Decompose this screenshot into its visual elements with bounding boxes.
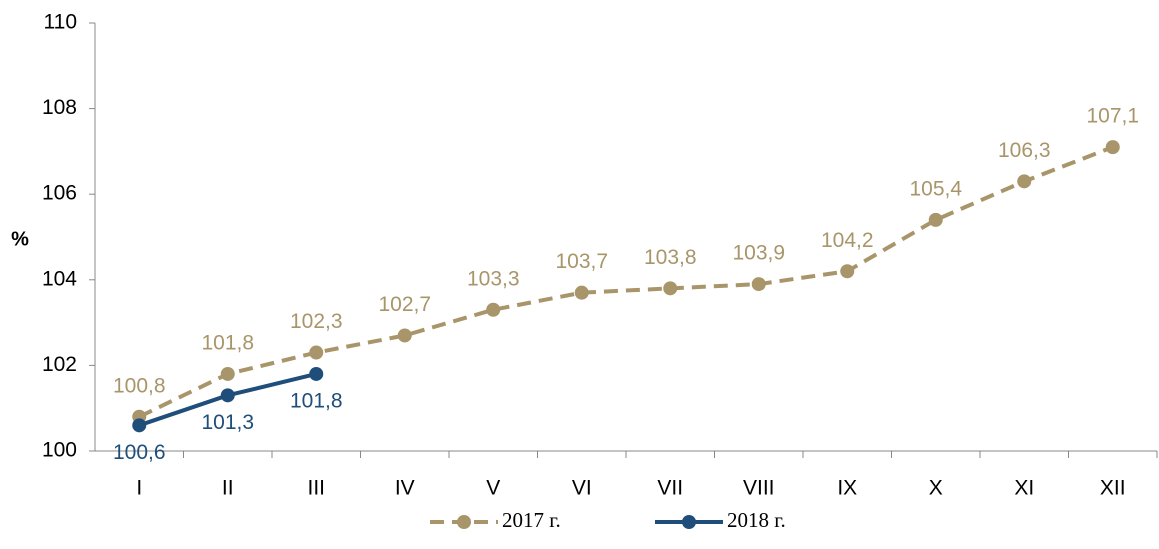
data-label: 101,3 — [201, 411, 254, 434]
y-tick-label: 108 — [42, 96, 77, 119]
data-label: 102,7 — [378, 293, 431, 316]
x-tick-label: VII — [657, 477, 683, 500]
x-tick-label: IV — [395, 477, 415, 500]
point — [309, 366, 324, 381]
point — [928, 212, 943, 227]
point — [397, 328, 412, 343]
point — [751, 277, 766, 292]
x-tick-label: X — [929, 477, 943, 500]
x-tick-label: XII — [1100, 477, 1126, 500]
x-tick-label: II — [222, 477, 234, 500]
data-label: 104,2 — [821, 229, 874, 252]
data-label: 103,3 — [467, 267, 520, 290]
x-tick-label: IX — [837, 477, 857, 500]
x-tick-label: XI — [1014, 477, 1034, 500]
x-tick-label: III — [307, 477, 325, 500]
point — [220, 388, 235, 403]
point — [220, 366, 235, 381]
y-axis-label: % — [11, 228, 29, 250]
point — [1017, 174, 1032, 189]
x-tick-label: V — [486, 477, 500, 500]
data-label: 101,8 — [201, 332, 254, 355]
data-label: 100,8 — [113, 374, 166, 397]
data-label: 107,1 — [1086, 105, 1139, 128]
series-line — [138, 145, 1114, 419]
data-label: 101,8 — [290, 390, 343, 413]
point — [309, 345, 324, 360]
x-tick-label: VI — [572, 477, 592, 500]
y-tick-label: 106 — [42, 182, 77, 205]
data-label: 103,9 — [732, 242, 785, 265]
legend-marker — [682, 515, 696, 529]
x-tick-label: VIII — [743, 477, 775, 500]
data-label: 103,8 — [644, 246, 697, 269]
point — [574, 285, 589, 300]
data-label: 103,7 — [555, 250, 608, 273]
y-tick-label: 102 — [42, 353, 77, 376]
data-label: 105,4 — [909, 177, 962, 200]
point — [486, 302, 501, 317]
legend-label: 2018 г. — [727, 508, 786, 532]
legend-marker — [457, 515, 471, 529]
y-tick-label: 100 — [42, 439, 77, 462]
data-label: 106,3 — [998, 139, 1051, 162]
point — [840, 264, 855, 279]
y-tick-label: 110 — [44, 11, 77, 34]
point — [663, 281, 678, 296]
point — [1105, 140, 1120, 155]
legend-label: 2017 г. — [502, 508, 561, 532]
data-label: 100,6 — [113, 441, 166, 464]
x-tick-label: I — [136, 477, 142, 500]
y-tick-label: 104 — [42, 267, 77, 290]
data-label: 102,3 — [290, 310, 343, 333]
point — [132, 418, 147, 433]
